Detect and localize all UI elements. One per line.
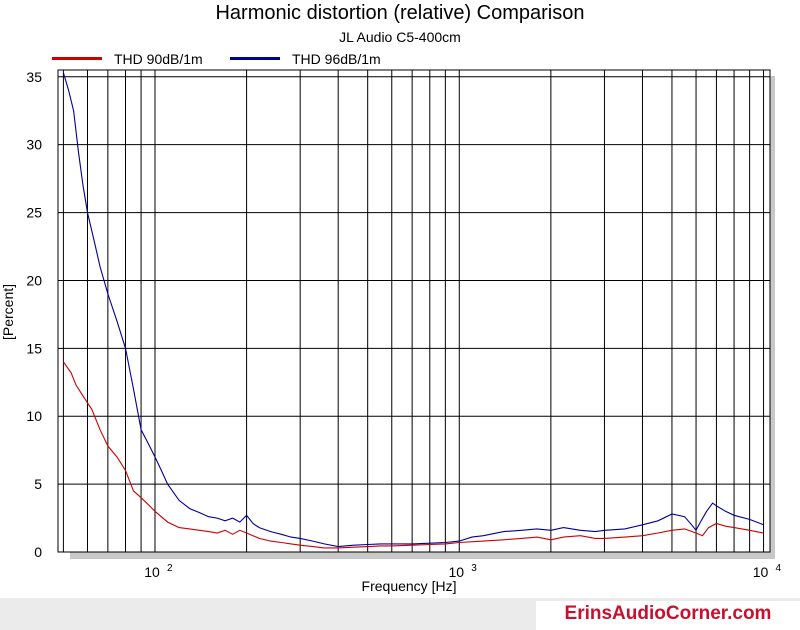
x-tick-label: 10 [753, 564, 769, 580]
x-tick-label: 10 [448, 564, 464, 580]
y-tick-label: 0 [34, 544, 42, 560]
grid [58, 70, 770, 552]
chart-title: Harmonic distortion (relative) Compariso… [215, 2, 585, 24]
y-tick-label: 10 [26, 408, 42, 424]
legend-label-series-1: THD 90dB/1m [114, 51, 203, 67]
y-tick-label: 20 [26, 272, 42, 288]
x-tick-label: 10 [144, 564, 160, 580]
legend-label-series-2: THD 96dB/1m [292, 51, 381, 67]
axis-ticks: 0 5 10 15 20 25 30 35 10 2 10 3 10 4 [26, 69, 781, 580]
y-tick-label: 35 [26, 69, 42, 85]
y-tick-label: 30 [26, 137, 42, 153]
y-tick-label: 5 [34, 476, 42, 492]
y-tick-label: 15 [26, 340, 42, 356]
x-tick-exponent: 2 [167, 563, 173, 574]
legend-swatch-series-2 [230, 57, 280, 60]
plot-area [57, 69, 771, 553]
watermark-box [536, 601, 800, 630]
legend-swatch-series-1 [52, 57, 102, 60]
watermark-text: ErinsAudioCorner.com [564, 603, 772, 624]
chart-subtitle: JL Audio C5-400cm [339, 29, 461, 45]
y-axis-label: [Percent] [0, 284, 16, 340]
series-layer [62, 72, 764, 549]
series-line-2 [62, 72, 764, 548]
y-tick-label: 25 [26, 205, 42, 221]
x-tick-exponent: 4 [776, 563, 782, 574]
series-line-1 [62, 361, 764, 549]
x-tick-exponent: 3 [471, 563, 477, 574]
x-axis-label: Frequency [Hz] [362, 578, 457, 594]
